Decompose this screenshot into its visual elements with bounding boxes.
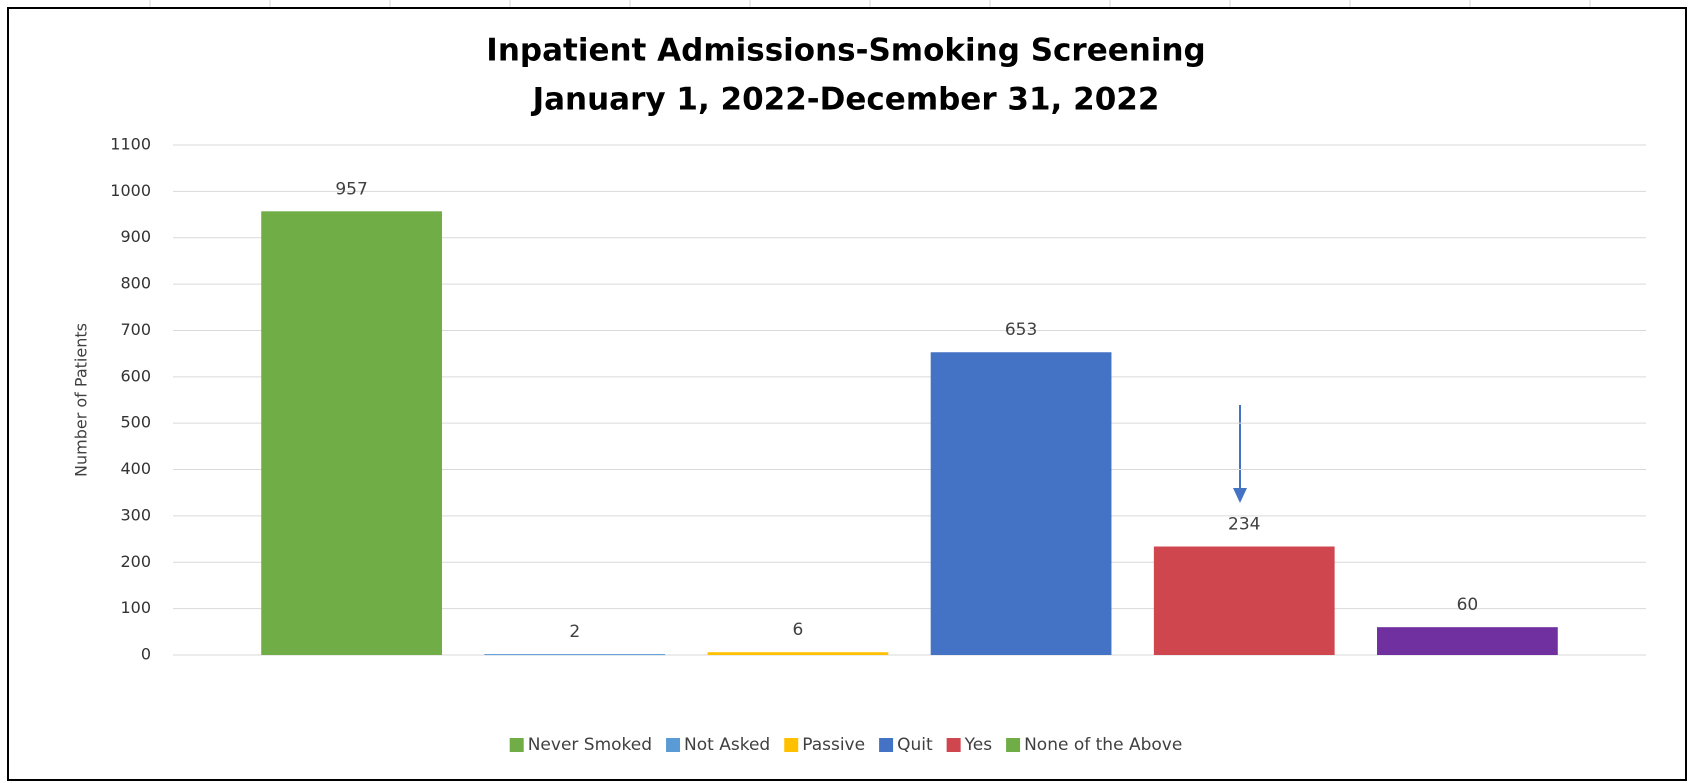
data-label: 6 <box>793 620 804 640</box>
y-tick-label: 500 <box>120 413 151 432</box>
y-tick-label: 400 <box>120 459 151 478</box>
data-label: 653 <box>1005 320 1037 340</box>
y-tick-label: 1100 <box>110 135 151 154</box>
bar <box>484 654 666 656</box>
legend-label: Yes <box>964 735 993 755</box>
legend-swatch <box>509 738 524 752</box>
chart-subtitle: January 1, 2022-December 31, 2022 <box>531 82 1160 118</box>
legend-swatch <box>666 738 681 752</box>
bar <box>930 352 1112 655</box>
bar <box>261 211 442 656</box>
y-tick-label: 900 <box>120 227 151 246</box>
legend-label: Never Smoked <box>528 735 652 755</box>
legend-label: None of the Above <box>1024 735 1182 755</box>
y-tick-label: 100 <box>120 598 151 617</box>
data-label: 60 <box>1457 595 1479 615</box>
chart-title: Inpatient Admissions-Smoking Screening <box>486 33 1205 69</box>
legend-swatch <box>1006 738 1021 752</box>
data-label: 957 <box>335 179 367 199</box>
bar <box>707 652 889 655</box>
y-tick-label: 0 <box>141 645 151 664</box>
legend: Never Smoked Not Asked Passive Quit Yes None … <box>509 735 1182 755</box>
y-tick-label: 300 <box>120 505 151 524</box>
y-tick-label: 700 <box>120 320 151 339</box>
data-label: 234 <box>1228 515 1260 535</box>
bar <box>1377 627 1558 655</box>
y-tick-label: 600 <box>120 366 151 385</box>
y-tick-label: 1000 <box>110 181 151 200</box>
sheet-grid <box>149 0 1591 8</box>
legend-swatch <box>784 738 799 752</box>
y-tick-label: 800 <box>120 274 151 293</box>
legend-label: Not Asked <box>684 735 770 755</box>
y-tick-label: 200 <box>120 552 151 571</box>
arrow-annotation <box>1233 405 1247 503</box>
y-axis-label: Number of Patients <box>72 323 91 477</box>
legend-label: Passive <box>802 735 865 755</box>
legend-swatch <box>946 738 961 752</box>
bar <box>1153 546 1335 655</box>
legend-swatch <box>879 738 894 752</box>
chart-border <box>7 7 1687 781</box>
legend-label: Quit <box>897 735 933 755</box>
data-label: 2 <box>569 622 580 642</box>
